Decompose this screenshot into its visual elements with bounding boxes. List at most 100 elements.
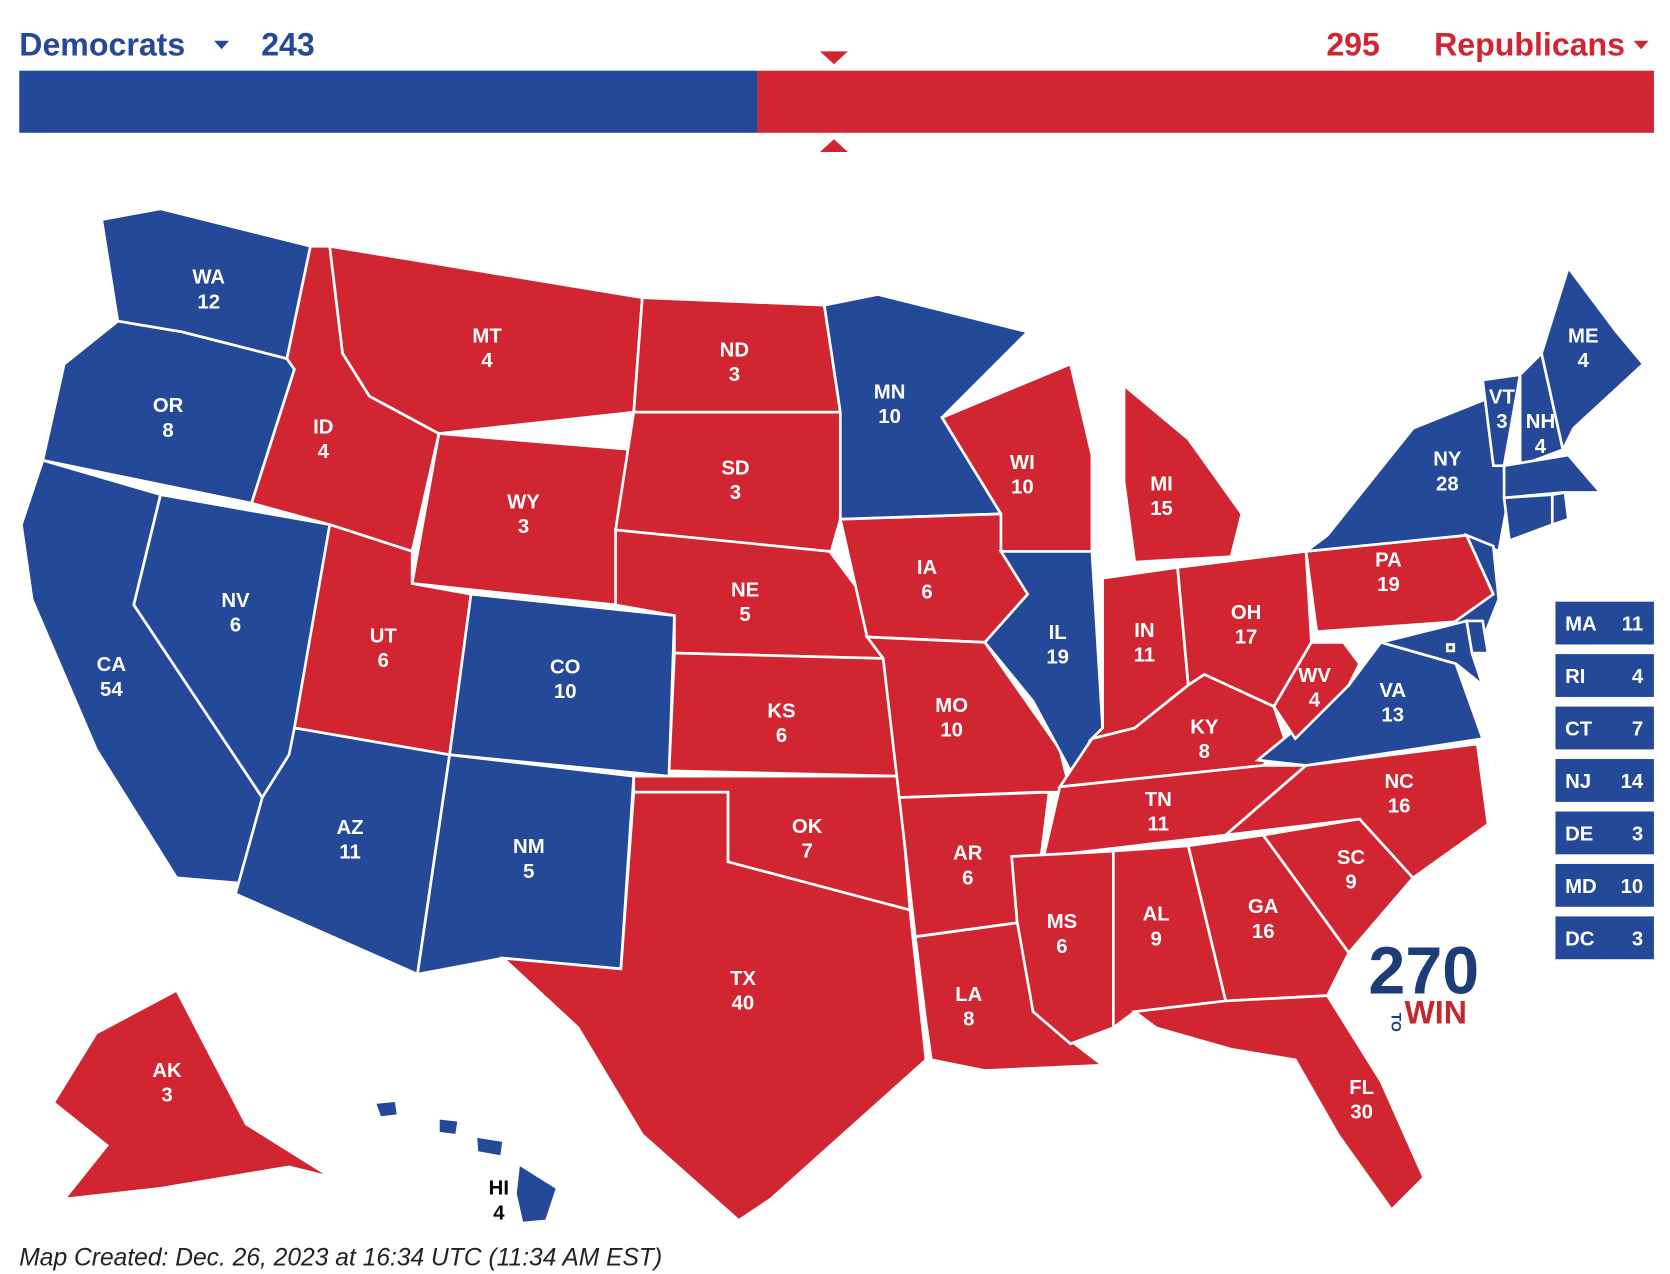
box-bg[interactable] bbox=[1555, 706, 1654, 750]
democrats-total: 243 bbox=[261, 27, 315, 63]
state-ev: 11 bbox=[1134, 645, 1156, 667]
small-state-box[interactable]: RI 4 bbox=[1555, 654, 1654, 697]
state[interactable]: CO 10 bbox=[448, 592, 676, 778]
state[interactable]: SD 3 bbox=[614, 410, 842, 559]
state[interactable]: FL 30 bbox=[1131, 994, 1426, 1212]
small-state-box[interactable]: MD 10 bbox=[1555, 863, 1654, 907]
state[interactable]: ND3 bbox=[632, 296, 842, 414]
state[interactable]: OR 8 bbox=[41, 319, 296, 505]
state[interactable]: WY3 bbox=[410, 432, 636, 607]
state-ev: 3 bbox=[518, 516, 529, 538]
small-state-box[interactable]: NJ 14 bbox=[1555, 759, 1654, 802]
state-abbr: WI bbox=[1010, 452, 1035, 474]
small-state-box[interactable]: MA 11 bbox=[1555, 601, 1654, 645]
state-shape[interactable] bbox=[1301, 394, 1511, 554]
state[interactable] bbox=[1502, 493, 1554, 543]
state-abbr: AL bbox=[1143, 904, 1170, 926]
state[interactable] bbox=[1375, 619, 1486, 690]
state-shape[interactable] bbox=[983, 550, 1104, 774]
state-abbr: KY bbox=[1190, 716, 1219, 738]
state-shape[interactable] bbox=[1131, 994, 1426, 1212]
box-bg[interactable] bbox=[1555, 811, 1654, 855]
small-state-box[interactable]: CT 7 bbox=[1555, 706, 1654, 750]
state-shape[interactable] bbox=[1540, 264, 1646, 454]
state-shape[interactable] bbox=[1502, 493, 1554, 543]
state[interactable]: KS 6 bbox=[667, 651, 901, 778]
state-ev: 13 bbox=[1381, 705, 1404, 727]
state-shape[interactable] bbox=[51, 988, 333, 1201]
state-abbr: ID bbox=[313, 417, 333, 439]
state-shape[interactable] bbox=[614, 410, 842, 559]
state-ev: 16 bbox=[1252, 921, 1275, 943]
democrats-name[interactable]: Democrats bbox=[19, 27, 185, 63]
state-ev: 6 bbox=[962, 867, 973, 889]
state[interactable]: IN 11 bbox=[1087, 565, 1190, 742]
state-abbr: CT bbox=[1565, 718, 1593, 740]
logo-number: 270 bbox=[1368, 934, 1479, 1008]
republicans-total: 295 bbox=[1326, 27, 1380, 63]
state[interactable] bbox=[1502, 453, 1604, 500]
state[interactable]: WV 4 bbox=[1272, 641, 1362, 741]
state[interactable]: GA 16 bbox=[1186, 833, 1351, 1003]
state[interactable]: MN 10 bbox=[822, 293, 1031, 521]
small-state-box[interactable]: DE 3 bbox=[1555, 811, 1654, 855]
state[interactable]: NM 5 bbox=[415, 753, 636, 976]
state-ev: 10 bbox=[878, 406, 901, 428]
state-abbr: UT bbox=[370, 625, 398, 647]
state-shape[interactable] bbox=[438, 1117, 460, 1136]
state-ev: 9 bbox=[1345, 872, 1356, 894]
state-shape[interactable] bbox=[499, 790, 928, 1223]
state[interactable]: IL 19 bbox=[983, 550, 1104, 774]
small-state-box[interactable]: DC 3 bbox=[1555, 916, 1654, 960]
state-ev: 11 bbox=[1148, 814, 1170, 836]
state[interactable]: MO 10 bbox=[864, 635, 1073, 799]
state-shape[interactable] bbox=[1186, 833, 1351, 1003]
state[interactable]: MI 15 bbox=[1122, 382, 1244, 564]
dropdown-arrow[interactable] bbox=[214, 40, 230, 50]
tally-bar bbox=[19, 70, 1654, 133]
state-ev: 6 bbox=[378, 650, 389, 672]
state-ev: 6 bbox=[921, 581, 932, 603]
state-shape[interactable] bbox=[372, 1099, 400, 1120]
box-bg[interactable] bbox=[1555, 759, 1654, 802]
state-ev: 28 bbox=[1436, 473, 1459, 495]
state-shape[interactable] bbox=[1375, 619, 1486, 690]
state-ev: 6 bbox=[776, 725, 787, 747]
state-shape[interactable] bbox=[1272, 641, 1362, 741]
dropdown-arrow[interactable] bbox=[1633, 40, 1649, 50]
state-ev: 54 bbox=[100, 679, 123, 701]
box-bg[interactable] bbox=[1555, 601, 1654, 645]
state-shape[interactable] bbox=[1122, 382, 1244, 564]
state[interactable]: IA6 bbox=[838, 512, 1030, 644]
state-shape[interactable] bbox=[1550, 490, 1570, 527]
state[interactable]: AK 3 bbox=[51, 988, 333, 1201]
state-ev: 19 bbox=[1377, 574, 1400, 596]
state[interactable]: HI4 bbox=[372, 1099, 558, 1225]
state-abbr: NC bbox=[1384, 771, 1414, 793]
republicans-name[interactable]: Republicans bbox=[1434, 27, 1625, 63]
state-abbr: WA bbox=[192, 267, 225, 289]
state[interactable]: MT4 bbox=[328, 244, 644, 435]
state-abbr: MI bbox=[1150, 473, 1173, 495]
state-shape[interactable] bbox=[475, 1135, 505, 1158]
box-bg[interactable] bbox=[1555, 654, 1654, 697]
republicans-bar bbox=[757, 70, 1654, 133]
state-abbr: SD bbox=[721, 457, 749, 479]
state[interactable] bbox=[1550, 490, 1570, 527]
state[interactable]: MS 6 bbox=[1010, 849, 1115, 1046]
box-bg[interactable] bbox=[1555, 863, 1654, 907]
state-abbr: ND bbox=[720, 340, 749, 362]
state[interactable]: TX 40 bbox=[499, 790, 928, 1223]
democrats-bar bbox=[19, 70, 758, 133]
state-ev: 8 bbox=[963, 1009, 974, 1031]
state-shape[interactable] bbox=[1445, 643, 1456, 653]
box-bg[interactable] bbox=[1555, 916, 1654, 960]
state[interactable] bbox=[1445, 643, 1456, 653]
state-shape[interactable] bbox=[515, 1163, 558, 1224]
state-shape[interactable] bbox=[1502, 453, 1604, 500]
state-abbr: CO bbox=[550, 656, 581, 678]
state[interactable]: ME4 bbox=[1540, 264, 1646, 454]
state-shape[interactable] bbox=[864, 635, 1073, 799]
